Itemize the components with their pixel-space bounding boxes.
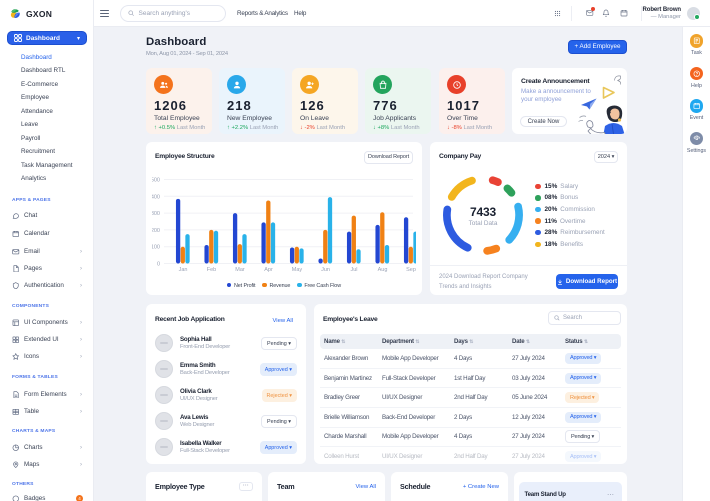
svg-text:400: 400	[152, 194, 160, 200]
svg-text:Jan: Jan	[179, 267, 188, 273]
svg-text:Mar: Mar	[235, 267, 245, 273]
svg-text:Jun: Jun	[321, 267, 330, 273]
svg-text:Apr: Apr	[264, 267, 273, 273]
svg-text:Feb: Feb	[207, 267, 216, 273]
svg-text:0: 0	[157, 262, 160, 268]
svg-text:May: May	[292, 267, 303, 273]
svg-text:Aug: Aug	[378, 267, 388, 273]
svg-text:Jul: Jul	[350, 267, 357, 273]
svg-text:500: 500	[152, 178, 160, 184]
svg-text:100: 100	[152, 245, 160, 251]
svg-text:Sep: Sep	[406, 267, 416, 273]
svg-text:200: 200	[152, 228, 160, 234]
svg-text:300: 300	[152, 211, 160, 217]
